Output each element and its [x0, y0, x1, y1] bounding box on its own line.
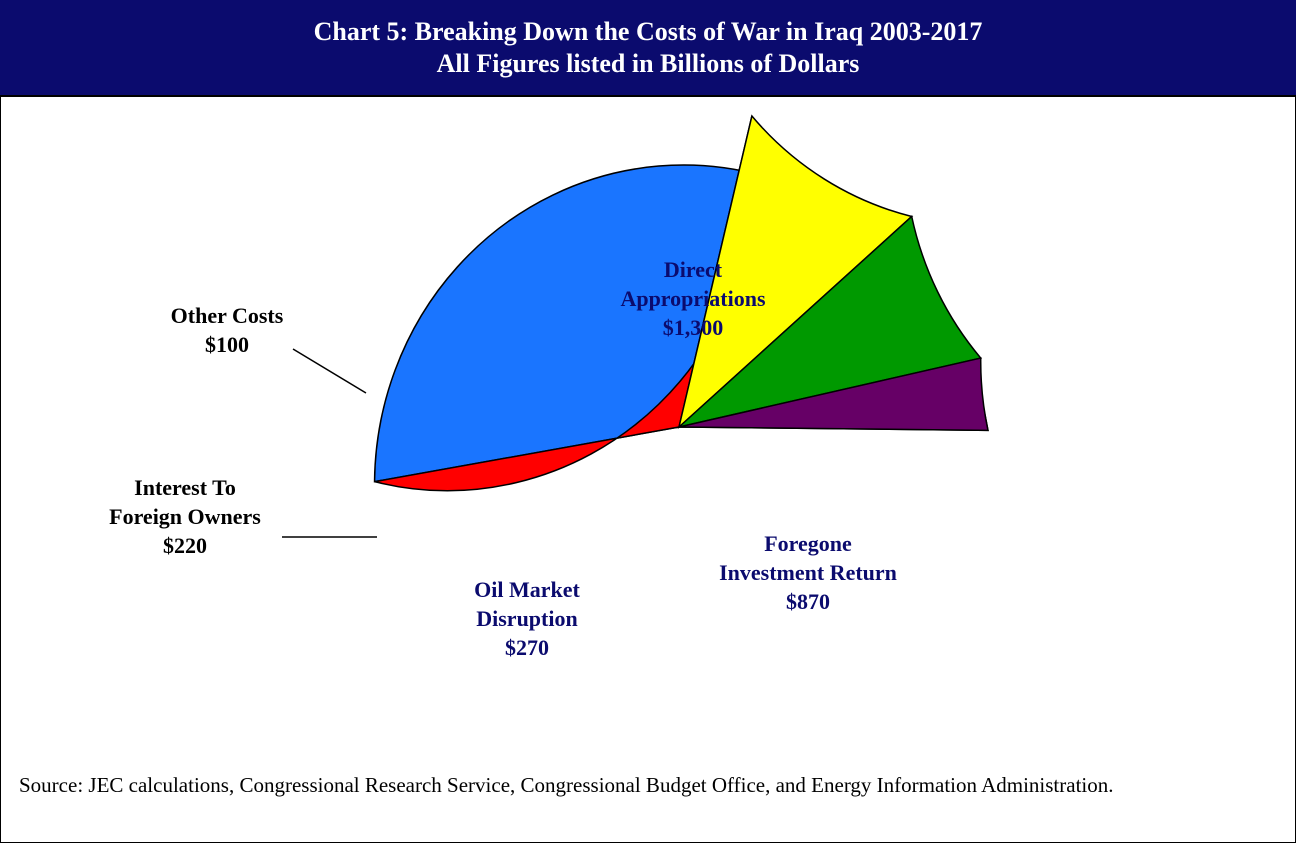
slice-label-foregone: Foregone Investment Return $870: [719, 531, 897, 614]
slice-label-line: Oil Market: [474, 577, 580, 602]
slice-labels: Direct Appropriations $1,300 Foregone Invest…: [109, 257, 897, 660]
slice-label-oil-market: Oil Market Disruption $270: [474, 577, 580, 660]
slice-label-line: $220: [163, 533, 207, 558]
slice-label-interest-to: Interest To Foreign Owners $220: [109, 475, 261, 558]
slice-label-other-costs: Other Costs $100: [171, 303, 284, 357]
pie-slices: [373, 114, 989, 492]
slice-label-line: Disruption: [476, 606, 577, 631]
pie-chart: Direct Appropriations $1,300 Foregone Invest…: [109, 114, 989, 660]
leader-line-other-costs: [292, 348, 367, 394]
slice-label-line: $270: [505, 635, 549, 660]
pie-slice-other-costs: [678, 357, 989, 432]
slice-label-line: Appropriations: [620, 286, 766, 311]
slice-label-line: Direct: [664, 257, 723, 282]
pie-slice-oil-market: [677, 114, 914, 430]
slice-label-line: $870: [786, 589, 830, 614]
slice-label-line: Other Costs: [171, 303, 284, 328]
source-note: Source: JEC calculations, Congressional …: [19, 773, 1114, 797]
slice-label-line: Foreign Owners: [109, 504, 261, 529]
slice-label-line: $1,300: [663, 315, 724, 340]
chart-header: Chart 5: Breaking Down the Costs of War …: [0, 0, 1296, 97]
slice-label-direct: Direct Appropriations $1,300: [620, 257, 766, 340]
slice-label-line: Investment Return: [719, 560, 897, 585]
slice-label-line: $100: [205, 332, 249, 357]
slice-label-line: Interest To: [134, 475, 236, 500]
leader-lines: [282, 348, 377, 538]
slice-label-line: Foregone: [764, 531, 852, 556]
pie-slice-interest-to: [676, 215, 983, 429]
chart-subtitle: All Figures listed in Billions of Dollar…: [436, 48, 860, 78]
chart-title: Chart 5: Breaking Down the Costs of War …: [313, 16, 983, 46]
